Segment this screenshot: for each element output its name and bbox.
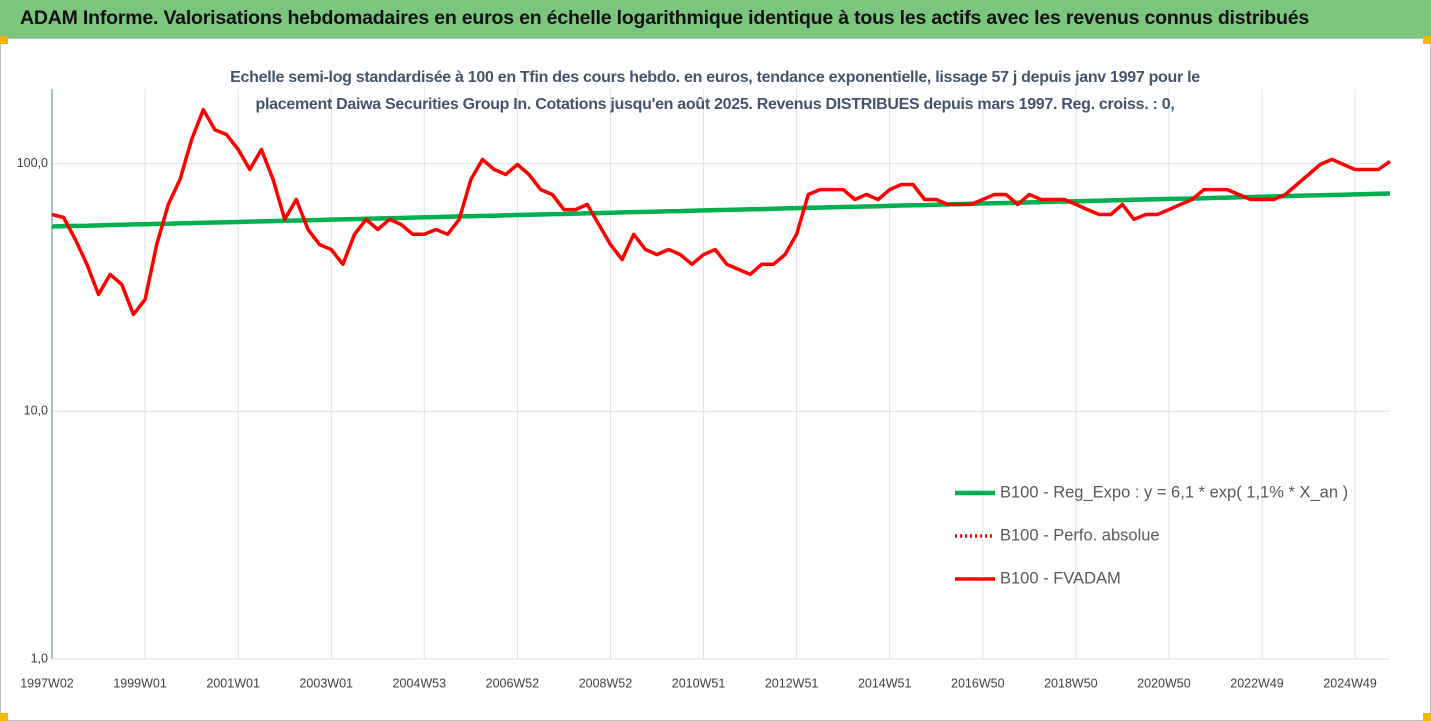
legend-label: B100 - Reg_Expo : y = 6,1 * exp( 1,1% * … (1000, 483, 1348, 501)
x-tick-label: 1997W02 (20, 676, 74, 690)
header-bar: ADAM Informe. Valorisations hebdomadaire… (0, 0, 1431, 38)
corner-mark (1423, 36, 1431, 44)
chart-subtitle: Echelle semi-log standardisée à 100 en T… (230, 69, 1200, 113)
corner-mark (0, 713, 8, 721)
chart-title: ADAM Informe. Valorisations hebdomadaire… (20, 7, 1310, 29)
x-tick-label: 2006W52 (486, 676, 540, 690)
x-tick-label: 1999W01 (113, 676, 167, 690)
x-tick-label: 2014W51 (858, 676, 912, 690)
x-tick-label: 2018W50 (1044, 676, 1098, 690)
x-tick-label: 2016W50 (951, 676, 1005, 690)
y-tick-label: 1,0 (31, 651, 48, 665)
series-line (51, 107, 1392, 317)
x-tick-label: 2004W53 (393, 676, 447, 690)
x-tick-label: 2001W01 (206, 676, 260, 690)
x-tick-label: 2022W49 (1230, 676, 1284, 690)
y-tick-label: 100,0 (17, 156, 48, 170)
x-tick-label: 2020W50 (1137, 676, 1191, 690)
x-tick-label: 2024W49 (1323, 676, 1377, 690)
corner-mark (1423, 713, 1431, 721)
x-tick-label: 2008W52 (579, 676, 633, 690)
corner-mark (0, 36, 8, 44)
y-tick-label: 10,0 (24, 404, 48, 418)
x-tick-label: 2010W51 (672, 676, 726, 690)
frame (0, 38, 1431, 721)
legend-label: B100 - FVADAM (1000, 569, 1121, 587)
x-tick-label: 2003W01 (299, 676, 353, 690)
series-line (51, 191, 1391, 229)
legend-label: B100 - Perfo. absolue (1000, 526, 1160, 544)
x-tick-label: 2012W51 (765, 676, 819, 690)
